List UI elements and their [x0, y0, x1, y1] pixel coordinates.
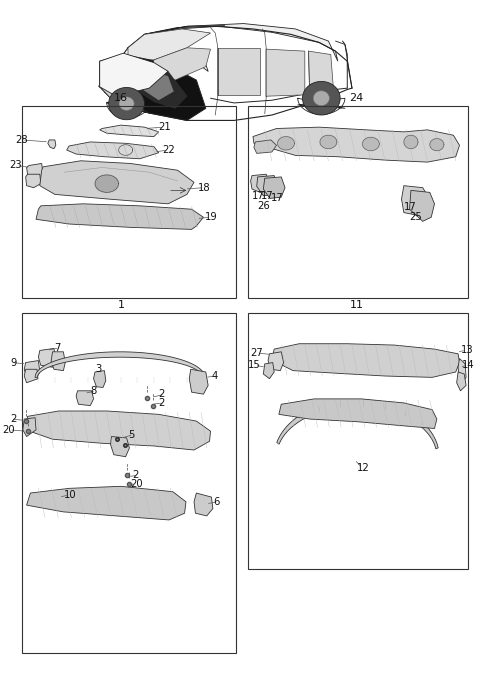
Text: 14: 14: [461, 360, 474, 370]
Polygon shape: [51, 352, 65, 371]
Polygon shape: [48, 140, 56, 149]
Polygon shape: [23, 418, 36, 437]
Polygon shape: [302, 82, 340, 115]
Polygon shape: [94, 371, 106, 388]
Text: 20: 20: [131, 479, 143, 489]
Polygon shape: [362, 137, 379, 151]
Polygon shape: [119, 97, 134, 111]
Polygon shape: [279, 399, 437, 429]
Polygon shape: [194, 493, 213, 516]
Polygon shape: [264, 363, 274, 379]
Text: 5: 5: [128, 429, 134, 439]
Text: 2: 2: [159, 389, 165, 399]
Bar: [22, 106, 237, 298]
Text: 28: 28: [15, 135, 27, 145]
Polygon shape: [217, 48, 260, 95]
Text: 17: 17: [404, 202, 417, 212]
Polygon shape: [24, 369, 38, 383]
Polygon shape: [98, 85, 121, 105]
Text: 17: 17: [261, 191, 273, 201]
Text: 26: 26: [258, 201, 270, 211]
Text: 8: 8: [90, 386, 96, 396]
Polygon shape: [264, 177, 285, 198]
Text: 19: 19: [205, 212, 217, 222]
Polygon shape: [253, 127, 459, 162]
Polygon shape: [266, 49, 305, 96]
Polygon shape: [128, 68, 174, 100]
Polygon shape: [26, 487, 186, 520]
Polygon shape: [309, 51, 333, 85]
Polygon shape: [128, 29, 211, 61]
Text: 1: 1: [118, 300, 124, 310]
Bar: [248, 106, 468, 298]
Text: 20: 20: [2, 425, 15, 435]
Polygon shape: [409, 190, 434, 221]
Polygon shape: [100, 125, 159, 137]
Text: 22: 22: [162, 145, 175, 155]
Polygon shape: [257, 175, 277, 195]
Polygon shape: [26, 164, 43, 182]
Polygon shape: [144, 24, 338, 61]
Polygon shape: [189, 369, 208, 394]
Text: 17: 17: [252, 191, 265, 201]
Text: 25: 25: [409, 212, 422, 222]
Polygon shape: [401, 185, 428, 216]
Text: 12: 12: [357, 463, 370, 473]
Polygon shape: [110, 437, 130, 457]
Polygon shape: [67, 142, 159, 159]
Polygon shape: [272, 344, 459, 377]
Text: 11: 11: [350, 300, 364, 310]
Polygon shape: [108, 88, 144, 120]
Text: 10: 10: [63, 490, 76, 500]
Text: 15: 15: [248, 360, 261, 370]
Text: 27: 27: [251, 348, 264, 358]
Polygon shape: [404, 135, 418, 149]
Text: 2: 2: [159, 398, 165, 408]
Polygon shape: [320, 135, 337, 149]
Polygon shape: [254, 140, 276, 154]
Polygon shape: [76, 391, 94, 406]
Text: 3: 3: [95, 364, 101, 374]
Polygon shape: [268, 352, 284, 371]
Polygon shape: [100, 55, 206, 121]
Polygon shape: [25, 174, 41, 187]
Polygon shape: [95, 175, 119, 192]
Polygon shape: [277, 137, 294, 150]
Polygon shape: [36, 204, 204, 229]
Bar: [22, 313, 237, 653]
Polygon shape: [456, 372, 466, 391]
Text: 24: 24: [349, 93, 364, 103]
Text: 6: 6: [213, 497, 219, 507]
Text: 23: 23: [9, 160, 22, 171]
Text: 21: 21: [159, 122, 171, 132]
Polygon shape: [116, 61, 187, 109]
Polygon shape: [40, 161, 194, 204]
Polygon shape: [100, 53, 168, 96]
Text: 4: 4: [212, 371, 218, 381]
Text: 9: 9: [11, 358, 17, 367]
Text: 16: 16: [114, 93, 128, 103]
Text: 13: 13: [460, 346, 473, 355]
Polygon shape: [251, 174, 269, 192]
Text: 18: 18: [198, 183, 211, 193]
Polygon shape: [313, 91, 329, 106]
Text: 2: 2: [132, 470, 139, 480]
Text: 17: 17: [271, 193, 284, 204]
Polygon shape: [430, 139, 444, 151]
Text: 2: 2: [10, 414, 16, 424]
Polygon shape: [35, 352, 205, 377]
Polygon shape: [24, 361, 40, 379]
Bar: [248, 313, 468, 569]
Polygon shape: [152, 48, 211, 80]
Polygon shape: [277, 400, 438, 449]
Polygon shape: [38, 348, 56, 367]
Polygon shape: [458, 359, 466, 386]
Text: 7: 7: [54, 343, 60, 353]
Polygon shape: [25, 411, 211, 450]
